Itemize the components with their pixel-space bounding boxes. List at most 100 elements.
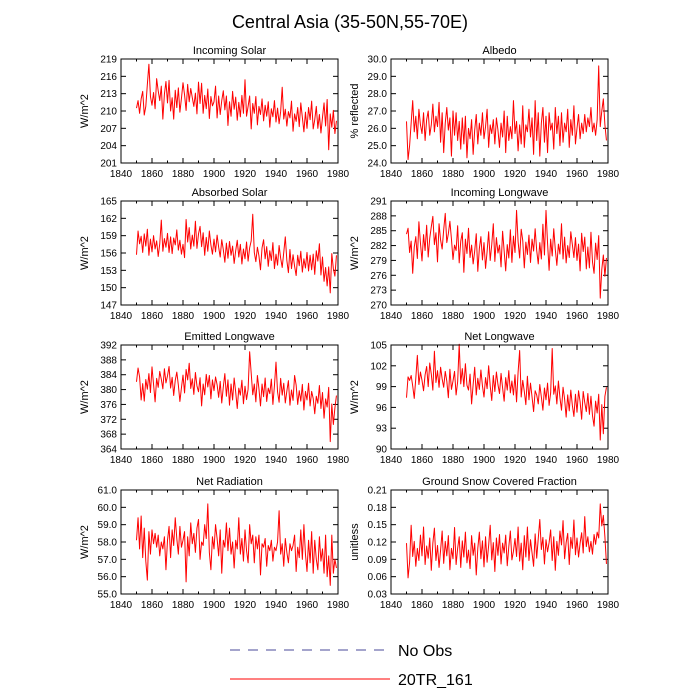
x-tick-label: 1980 (597, 169, 620, 180)
x-tick-label: 1880 (442, 311, 465, 322)
x-tick-label: 1980 (327, 455, 350, 466)
x-tick-label: 1880 (442, 169, 465, 180)
plot-frame (120, 344, 339, 450)
y-axis-label: % reflected (349, 83, 361, 138)
y-tick-label: 384 (100, 370, 117, 381)
y-tick-label: 204 (100, 141, 117, 152)
y-tick-label: 96 (376, 403, 388, 414)
x-tick-label: 1980 (597, 455, 620, 466)
x-tick-label: 1980 (327, 311, 350, 322)
x-tick-label: 1960 (296, 169, 319, 180)
plot-frame (390, 489, 609, 595)
x-tick-label: 1880 (172, 600, 195, 611)
x-tick-label: 1920 (234, 455, 257, 466)
y-tick-label: 25.0 (368, 141, 388, 152)
x-tick-label: 1840 (110, 600, 133, 611)
x-tick-label: 1980 (327, 169, 350, 180)
x-tick-label: 1880 (442, 600, 465, 611)
y-tick-label: 279 (370, 256, 387, 267)
y-tick-label: 0.12 (368, 538, 388, 549)
x-tick-label: 1860 (141, 600, 164, 611)
x-tick-label: 1900 (473, 169, 496, 180)
x-tick-label: 1960 (296, 455, 319, 466)
y-tick-label: 55.0 (98, 590, 118, 601)
plot-frame (390, 200, 609, 306)
panel-0: Incoming Solar W/m^2 1840 1860 1880 1900 1920 1… (79, 45, 350, 180)
y-axis-label: W/m^2 (79, 94, 91, 128)
y-tick-label: 216 (100, 72, 117, 83)
y-tick-label: 59.0 (98, 520, 118, 531)
x-tick-label: 1960 (566, 311, 589, 322)
x-tick-label: 1860 (141, 311, 164, 322)
x-tick-label: 1920 (504, 600, 527, 611)
x-tick-label: 1860 (411, 600, 434, 611)
y-axis-label: W/m^2 (349, 380, 361, 414)
x-tick-label: 1980 (327, 600, 350, 611)
y-tick-label: 61.0 (98, 486, 118, 497)
y-tick-label: 210 (100, 107, 117, 118)
panels: Incoming Solar W/m^2 1840 1860 1880 1900 1920 1… (79, 45, 620, 611)
y-tick-label: 24.0 (368, 159, 388, 170)
plot-frame (120, 200, 339, 306)
x-tick-label: 1940 (535, 311, 558, 322)
y-tick-label: 90 (376, 445, 388, 456)
y-axis-label: W/m^2 (79, 236, 91, 270)
y-tick-label: 102 (370, 361, 387, 372)
x-tick-label: 1960 (296, 311, 319, 322)
y-tick-label: 273 (370, 286, 387, 297)
y-tick-label: 159 (100, 231, 117, 242)
panel-title: Emitted Longwave (184, 331, 275, 343)
y-tick-label: 60.0 (98, 503, 118, 514)
legend-label: 20TR_161 (398, 672, 473, 689)
panel-5: Net Longwave W/m^2 1840 1860 1880 1900 1920 194… (349, 331, 620, 466)
y-tick-label: 285 (370, 226, 387, 237)
y-tick-label: 213 (100, 89, 117, 100)
panel-title: Absorbed Solar (192, 187, 268, 199)
y-tick-label: 156 (100, 249, 117, 260)
plot-frame (120, 489, 339, 595)
y-axis-label: unitless (349, 523, 361, 561)
y-tick-label: 0.21 (368, 486, 388, 497)
y-tick-label: 0.09 (368, 555, 388, 566)
series-line (406, 65, 607, 161)
series-line (406, 343, 607, 441)
panel-2: Absorbed Solar W/m^2 1840 1860 1880 1900 1920 1… (79, 187, 350, 322)
y-tick-label: 153 (100, 266, 117, 277)
x-tick-label: 1860 (411, 169, 434, 180)
plot-frame (390, 58, 609, 164)
panel-title: Albedo (482, 45, 516, 57)
x-tick-label: 1880 (172, 455, 195, 466)
x-tick-label: 1900 (203, 455, 226, 466)
y-tick-label: 147 (100, 301, 117, 312)
x-tick-label: 1840 (380, 169, 403, 180)
series-line (136, 63, 337, 151)
x-tick-label: 1860 (411, 455, 434, 466)
panel-title: Net Longwave (464, 331, 534, 343)
panel-title: Incoming Longwave (451, 187, 549, 199)
y-tick-label: 0.06 (368, 572, 388, 583)
y-tick-label: 29.0 (368, 72, 388, 83)
y-axis-label: W/m^2 (79, 380, 91, 414)
y-tick-label: 0.03 (368, 590, 388, 601)
legend-label: No Obs (398, 643, 452, 660)
y-tick-label: 162 (100, 214, 117, 225)
x-tick-label: 1860 (411, 311, 434, 322)
y-tick-label: 26.0 (368, 124, 388, 135)
y-tick-label: 276 (370, 271, 387, 282)
x-tick-label: 1840 (380, 600, 403, 611)
y-tick-label: 99 (376, 382, 388, 393)
x-tick-label: 1880 (442, 455, 465, 466)
panel-title: Net Radiation (196, 476, 263, 488)
panel-1: Albedo % reflected 1840 1860 1880 1900 1920 194… (349, 45, 620, 180)
y-tick-label: 58.0 (98, 538, 118, 549)
y-axis-label: W/m^2 (349, 236, 361, 270)
y-tick-label: 0.15 (368, 520, 388, 531)
series-line (136, 213, 337, 294)
x-tick-label: 1900 (203, 169, 226, 180)
series-line (136, 351, 337, 443)
y-tick-label: 388 (100, 355, 117, 366)
y-tick-label: 27.0 (368, 107, 388, 118)
figure-title: Central Asia (35-50N,55-70E) (232, 12, 468, 32)
y-axis-label: W/m^2 (79, 525, 91, 559)
series-line (406, 209, 607, 299)
